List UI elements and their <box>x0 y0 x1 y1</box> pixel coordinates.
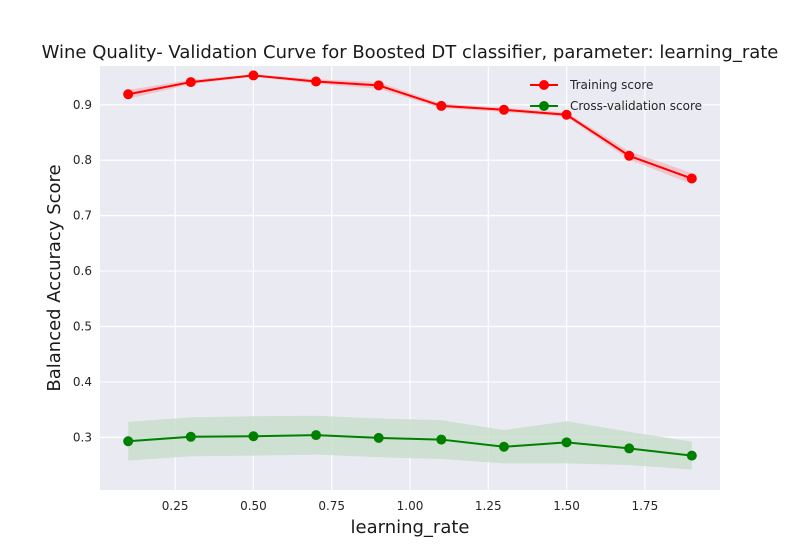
chart-title: Wine Quality- Validation Curve for Boost… <box>42 42 779 63</box>
legend-training-label: Training score <box>569 78 653 92</box>
training-score-point <box>248 70 259 81</box>
x-axis-label: learning_rate <box>351 517 470 538</box>
x-tick-label: 0.50 <box>240 499 267 513</box>
y-tick-label: 0.7 <box>73 209 92 223</box>
cross-validation-score-point <box>498 441 509 452</box>
series-markers <box>123 70 697 461</box>
y-tick-label: 0.4 <box>73 375 92 389</box>
training-score-point <box>498 104 509 115</box>
training-score-line <box>127 74 693 180</box>
x-tick-label: 1.50 <box>553 499 580 513</box>
cross-validation-score-point <box>123 436 134 447</box>
training-score-point <box>436 100 447 111</box>
training-score-point <box>185 77 196 88</box>
y-axis-label: Balanced Accuracy Score <box>44 164 65 391</box>
legend: Training score Cross-validation score <box>530 78 702 113</box>
x-tick-label: 0.75 <box>318 499 345 513</box>
cross-validation-score-point <box>686 450 697 461</box>
x-tick-label: 1.00 <box>397 499 424 513</box>
x-tick-label: 1.75 <box>631 499 658 513</box>
cross-validation-score-band <box>128 415 692 470</box>
cross-validation-score-point <box>311 430 322 441</box>
cross-validation-score-point <box>185 431 196 442</box>
series-lines <box>127 74 693 457</box>
training-score-point <box>561 109 572 120</box>
x-tick-labels: 0.25 0.50 0.75 1.00 1.25 1.50 1.75 <box>162 499 658 513</box>
y-tick-label: 0.5 <box>73 319 92 333</box>
y-tick-label: 0.6 <box>73 264 92 278</box>
cross-validation-score-point <box>436 434 447 445</box>
training-score-point <box>311 76 322 87</box>
y-tick-label: 0.9 <box>73 98 92 112</box>
legend-training-marker <box>539 80 549 90</box>
cross-validation-score-point <box>373 432 384 443</box>
training-score-point <box>624 150 635 161</box>
training-score-point <box>123 89 134 100</box>
cross-validation-score-point <box>624 443 635 454</box>
y-tick-label: 0.8 <box>73 153 92 167</box>
legend-cross-validation-label: Cross-validation score <box>570 99 702 113</box>
x-tick-label: 1.25 <box>475 499 502 513</box>
training-score-point <box>686 173 697 184</box>
x-tick-label: 0.25 <box>162 499 189 513</box>
training-score-point <box>373 80 384 91</box>
y-tick-labels: 0.3 0.4 0.5 0.6 0.7 0.8 0.9 <box>73 98 92 445</box>
cross-validation-score-point <box>248 431 259 442</box>
legend-cross-validation-marker <box>539 101 549 111</box>
cross-validation-score-line <box>128 434 692 457</box>
cross-validation-score-point <box>561 437 572 448</box>
y-tick-label: 0.3 <box>73 430 92 444</box>
